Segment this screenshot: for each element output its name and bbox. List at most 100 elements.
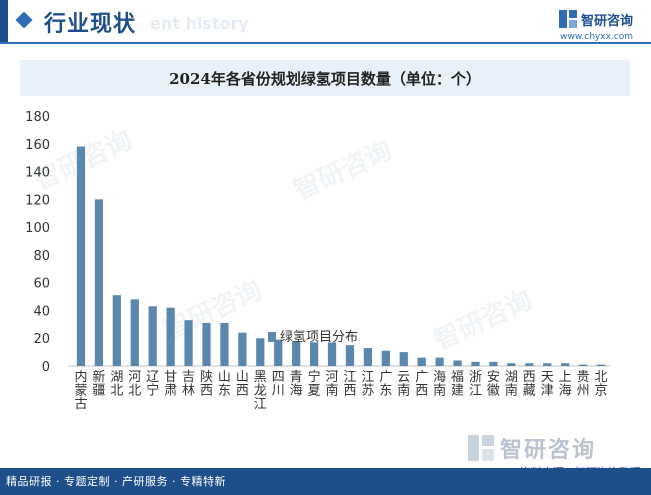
footer-tagline: 精品研报 · 专题定制 · 产研服务 · 专精特新 (6, 475, 226, 488)
y-tick-label: 120 (25, 193, 50, 208)
x-tick-label: 江 (343, 370, 356, 385)
x-tick-label: 州 (577, 384, 590, 399)
footer-logo-name: 智研咨询 (500, 438, 597, 463)
x-tick-label: 江 (254, 397, 267, 412)
x-tick-label: 津 (541, 384, 554, 399)
header-ghost-text: ent history (150, 14, 249, 33)
x-tick-label: 南 (505, 383, 518, 399)
x-tick-label: 海 (290, 384, 303, 399)
bar (130, 299, 139, 366)
x-tick-label: 东 (379, 384, 392, 399)
x-tick-label: 浙 (469, 370, 482, 385)
section-title: 行业现状 (44, 12, 137, 37)
section-header: ent history 行业现状 (0, 0, 651, 44)
x-tick-label: 内 (74, 369, 87, 385)
x-tick-label: 海 (559, 384, 572, 399)
x-tick-label: 龙 (254, 384, 267, 399)
x-tick-label: 湖 (110, 370, 123, 385)
header-accent-bar (0, 0, 8, 44)
bar (112, 295, 121, 366)
x-tick-label: 新 (92, 369, 105, 385)
x-tick-label: 林 (182, 384, 195, 399)
bar (596, 364, 606, 366)
x-tick-label: 天 (541, 370, 554, 385)
y-tick-label: 20 (33, 332, 50, 347)
x-tick-label: 南 (326, 383, 339, 399)
x-tick-label: 云 (397, 370, 410, 385)
x-tick-label: 川 (272, 384, 285, 399)
x-tick-label: 疆 (92, 384, 105, 399)
y-tick-label: 60 (33, 277, 50, 292)
y-tick-label: 140 (25, 166, 50, 181)
x-tick-label: 北 (595, 370, 608, 385)
footer: 智研咨询 资料来源：智研咨询整理 精品研报 · 专题定制 · 产研服务 · 专精… (0, 435, 651, 495)
x-tick-label: 四 (272, 370, 285, 385)
bar (453, 360, 462, 366)
bar (166, 307, 175, 366)
x-tick-label: 古 (74, 397, 87, 412)
bar (489, 361, 498, 366)
diamond-icon (15, 11, 33, 29)
x-tick-label: 西 (200, 384, 213, 399)
x-tick-label: 藏 (523, 384, 536, 399)
bar (184, 320, 193, 366)
bar (381, 350, 390, 366)
x-tick-label: 北 (110, 384, 123, 399)
legend-label: 绿氢项目分布 (280, 330, 358, 345)
bar (525, 363, 534, 366)
bar (561, 363, 570, 366)
footer-logo-icon (468, 435, 494, 461)
brand-name: 智研咨询 (580, 13, 633, 29)
chart-title-box: 2024年各省份规划绿氢项目数量（单位：个） (20, 60, 630, 96)
footer-band (0, 468, 651, 495)
bar (507, 363, 516, 366)
x-tick-label: 山 (236, 370, 249, 385)
x-tick-label: 京 (595, 384, 608, 399)
x-tick-label: 江 (469, 384, 482, 399)
footer-logo: 智研咨询 (468, 432, 596, 464)
x-tick-label: 上 (559, 370, 572, 385)
bar (238, 332, 247, 366)
bar (471, 361, 480, 366)
x-tick-label: 安 (487, 370, 500, 385)
chart-title: 2024年各省份规划绿氢项目数量（单位：个） (169, 69, 481, 88)
bar (345, 345, 355, 366)
x-tick-label: 宁 (146, 383, 159, 399)
x-tick-label: 广 (415, 370, 428, 385)
x-tick-label: 海 (433, 370, 446, 385)
y-tick-label: 80 (33, 249, 50, 264)
x-tick-label: 西 (523, 370, 536, 385)
bar (94, 199, 104, 366)
bar (202, 322, 211, 366)
bar (148, 306, 157, 366)
x-tick-label: 苏 (361, 383, 374, 399)
bar (399, 352, 408, 366)
bar (417, 357, 426, 366)
x-tick-label: 青 (290, 370, 303, 385)
bar (435, 357, 444, 366)
x-tick-label: 山 (218, 370, 231, 385)
x-tick-label: 河 (326, 370, 339, 385)
bar (363, 347, 373, 366)
bar (327, 342, 337, 366)
x-tick-label: 徽 (487, 384, 500, 399)
brand-mark-icon (558, 10, 577, 28)
x-tick-label: 南 (397, 383, 410, 399)
x-tick-label: 湖 (505, 370, 518, 385)
bar (309, 342, 319, 366)
x-tick-label: 建 (451, 384, 464, 399)
bar (76, 146, 86, 366)
y-tick-label: 160 (25, 138, 50, 153)
brand-url: www.chyxx.com (560, 32, 633, 42)
bar (292, 341, 301, 366)
x-tick-label: 西 (415, 384, 428, 399)
x-tick-label: 东 (218, 384, 231, 399)
y-tick-label: 40 (33, 304, 50, 319)
x-tick-label: 江 (361, 370, 374, 385)
x-tick-label: 南 (433, 383, 446, 399)
x-tick-label: 蒙 (74, 384, 87, 399)
bar (543, 363, 552, 366)
x-tick-label: 陕 (200, 370, 213, 385)
bar (256, 338, 265, 366)
x-tick-label: 河 (128, 370, 141, 385)
